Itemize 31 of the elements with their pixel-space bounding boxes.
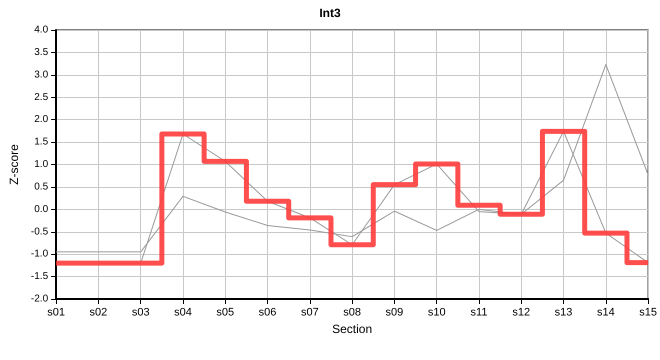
y-tick-label: 3.0 [34,69,49,80]
x-tick-label: s11 [470,306,488,318]
x-tick-label: s10 [428,306,446,318]
y-tick-label: 1.0 [34,159,49,170]
y-tick-label: 0.5 [34,181,49,192]
y-tick-label: -0.5 [30,226,49,238]
y-tick-label: 4.0 [34,24,49,36]
y-tick-label: -2.0 [30,294,49,304]
y-tick-label: 0.0 [34,204,49,215]
x-tick-label: s09 [386,306,404,318]
y-tick-label: 3.5 [34,46,49,58]
x-tick-label: s05 [216,306,234,318]
x-tick-label: s13 [554,306,572,318]
x-tick-label: s08 [343,306,362,318]
x-tick-label: s14 [596,306,615,318]
x-tick-label: s02 [90,306,108,318]
x-tick-label: s07 [300,306,319,318]
x-tick-label: s12 [512,306,530,318]
x-tick-label: s06 [258,306,276,318]
x-axis-title: Section [332,322,372,336]
y-tick-label: -1.5 [30,271,49,282]
y-tick-label: 1.5 [34,136,49,148]
x-tick-label: s01 [47,306,66,318]
y-tick-label: -1.0 [30,248,49,260]
x-tick-label: s15 [639,306,658,318]
x-tick-label: s04 [174,306,192,318]
y-tick-label: 2.0 [34,114,49,126]
chart-title: Int3 [319,6,341,20]
x-tick-label: s03 [132,306,150,318]
y-tick-label: 2.5 [34,92,49,103]
y-axis-title: Z-score [7,144,21,185]
